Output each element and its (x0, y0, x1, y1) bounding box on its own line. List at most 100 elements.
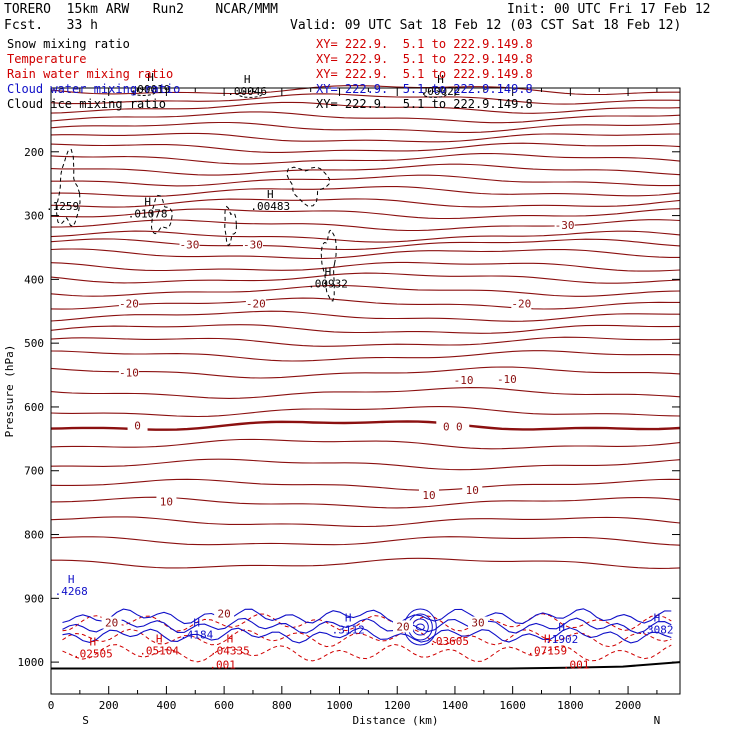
maximum-marker: H (244, 73, 251, 86)
maximum-marker: H (156, 633, 163, 646)
label-backdrop (127, 419, 148, 432)
isotherm-line (50, 406, 681, 418)
isotherm-label: 10 (422, 489, 435, 502)
isotherm-label: 0 (456, 421, 463, 434)
maximum-value: .04335 (210, 645, 250, 658)
maximum-value: .001 (209, 659, 236, 672)
x-tick-label: 800 (272, 699, 292, 712)
maximum-value: .1902 (545, 633, 578, 646)
isotherm-label: -30 (180, 238, 200, 251)
model-title: TORERO 15km ARW Run2 NCAR/MMM (4, 2, 278, 17)
cloud-water-maximum-ring (411, 618, 429, 636)
isotherm-line (50, 230, 681, 243)
maximum-value: .05104 (139, 645, 179, 658)
valid-time: Valid: 09 UTC Sat 18 Feb 12 (03 CST Sat … (290, 18, 682, 33)
label-backdrop (393, 620, 414, 633)
isotherm-label: 30 (471, 617, 484, 630)
isotherm-line (50, 208, 681, 220)
label-backdrop (468, 616, 489, 629)
isotherm-label: -10 (497, 373, 517, 386)
isotherm-label: 20 (396, 620, 409, 633)
isotherm-line (50, 387, 681, 399)
isotherm-line (50, 261, 681, 272)
isotherm-line (50, 336, 681, 347)
isotherm-line (50, 420, 681, 431)
legend-field-name: Cloud ice mixing ratio (7, 97, 166, 111)
isotherm-line (50, 93, 681, 105)
isotherm-line (50, 496, 681, 509)
maximum-value: .00019 (131, 83, 171, 96)
maximum-marker: H (68, 573, 75, 586)
ice-contour (422, 90, 447, 98)
isotherm-line (50, 219, 681, 232)
isotherm-line (50, 186, 681, 197)
x-tick-label: 0 (48, 699, 55, 712)
y-tick-label: 700 (24, 465, 44, 478)
label-backdrop (511, 297, 532, 310)
snow-contour (286, 166, 330, 207)
label-backdrop (245, 297, 266, 310)
maximum-marker: H (147, 71, 154, 84)
isotherm-line (50, 248, 680, 260)
label-backdrop (462, 483, 483, 496)
x-tick-label: 400 (156, 699, 176, 712)
snow-contours (56, 148, 337, 302)
cloud-water-maximum-ring (415, 623, 425, 631)
axes: 0 200 400 600 800 1000 1200 1400 1600 1800 2000200… (3, 87, 681, 727)
legend-row: Rain water mixing ratio XY= 222.9. 5.1 to… (0, 67, 740, 82)
maximum-value: .02505 (73, 648, 113, 661)
end-endpoint-label: N (654, 714, 661, 727)
cloud-water-contour (62, 617, 672, 634)
snow-contour (320, 229, 337, 302)
label-backdrop (242, 238, 263, 251)
maximum-marker: H (345, 611, 352, 624)
maximum-value: .07159 (527, 645, 567, 658)
label-backdrop (156, 495, 177, 508)
x-tick-label: 600 (214, 699, 234, 712)
isotherm-line (50, 132, 681, 143)
legend-field-name: Rain water mixing ratio (7, 67, 174, 81)
isotherm-label: -30 (243, 238, 263, 251)
isotherm-line (50, 536, 681, 546)
isotherm-label: 10 (160, 495, 173, 508)
snow-contour (150, 194, 173, 235)
legend-xy-range: XY= 222.9. 5.1 to 222.9.149.8 (316, 52, 533, 66)
label-backdrop (496, 372, 517, 385)
isotherm-label: 0 (443, 421, 450, 434)
temperature-contours (50, 85, 681, 569)
maximum-marker: H (144, 196, 151, 209)
isotherm-line (50, 324, 681, 334)
x-tick-label: 1200 (384, 699, 411, 712)
isotherm-line (50, 238, 681, 251)
ground-surface (51, 661, 681, 670)
y-tick-label: 300 (24, 210, 44, 223)
legend-field-name: Cloud water mixing ratio (7, 82, 181, 96)
isotherm-line (51, 174, 681, 187)
isotherm-label: 20 (105, 617, 118, 630)
isotherm-line (50, 85, 680, 96)
isotherm-line (50, 101, 681, 114)
isotherm-label: -10 (119, 367, 139, 380)
ice-contours (131, 88, 447, 98)
isotherm-line (50, 163, 681, 176)
x-tick-label: 1400 (442, 699, 469, 712)
isotherm-line (50, 438, 681, 450)
isotherm-label: -10 (454, 374, 474, 387)
y-tick-label: 800 (24, 529, 44, 542)
isotherm-line (50, 121, 681, 133)
isotherm-line (50, 478, 681, 491)
cloud-water-contour (62, 627, 672, 644)
maximum-value: .00932 (308, 278, 348, 291)
legend-row: Temperature XY= 222.9. 5.1 to 222.9.149.8 (0, 52, 740, 67)
isotherm-line (50, 284, 681, 297)
isotherm-line (50, 458, 681, 471)
y-axis-label: Pressure (hPa) (3, 345, 16, 438)
x-axis-label: Distance (km) (352, 714, 438, 727)
isotherm-line (50, 198, 681, 208)
label-backdrop (179, 238, 200, 251)
rain-contour (62, 643, 672, 663)
snow-contour (56, 148, 81, 227)
y-tick-label: 400 (24, 273, 44, 286)
isotherm-line (50, 350, 681, 362)
maximum-value: .4268 (55, 585, 88, 598)
